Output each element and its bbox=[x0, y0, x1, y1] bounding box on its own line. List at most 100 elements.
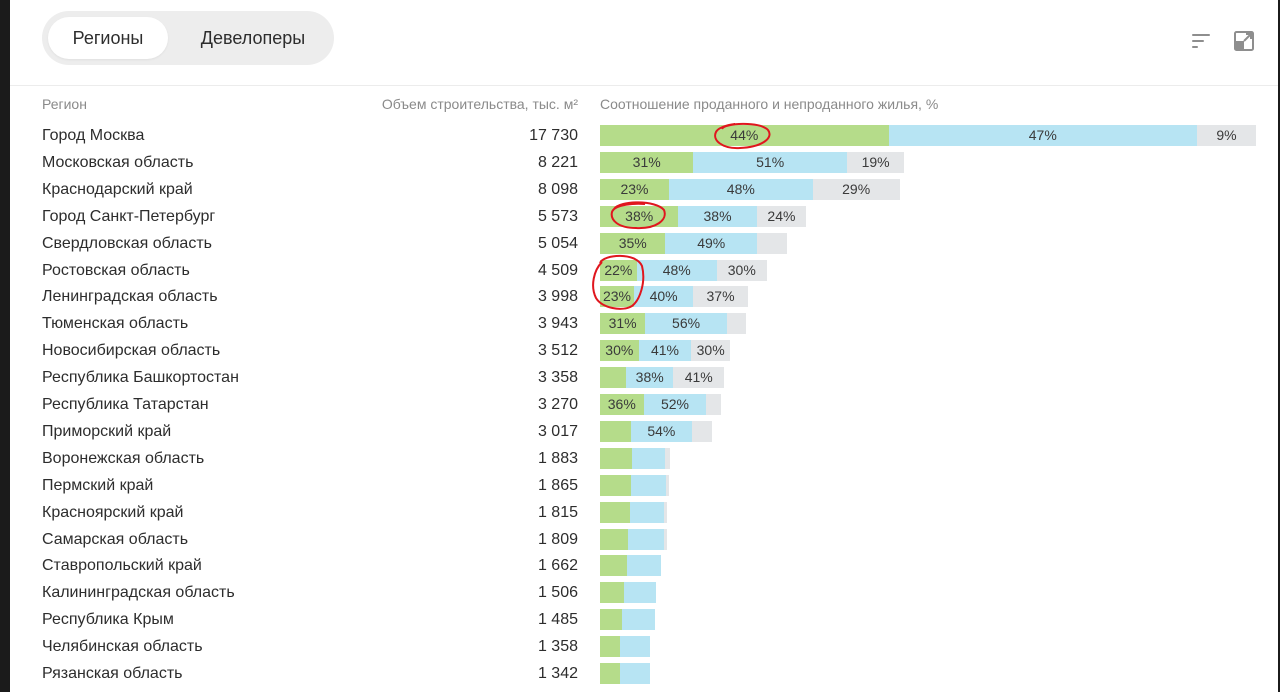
tab-regions[interactable]: Регионы bbox=[48, 17, 168, 59]
bar-segment-other: 24% bbox=[756, 205, 807, 227]
bar-segment-unsold: 56% bbox=[645, 313, 727, 335]
column-header-volume: Объем строительства, тыс. м² bbox=[381, 96, 578, 112]
bar-segment-unsold: 49% bbox=[665, 232, 758, 254]
region-name: Ростовская область bbox=[42, 261, 190, 279]
bar-segment-unsold: 38% bbox=[626, 367, 674, 389]
bar-segment-sold bbox=[600, 555, 628, 577]
bar-segment-unsold bbox=[621, 609, 655, 631]
table-row[interactable]: Челябинская область 1 358 bbox=[0, 633, 1278, 660]
region-volume: 1 883 bbox=[537, 449, 578, 467]
table-row[interactable]: Рязанская область 1 342 bbox=[0, 660, 1278, 687]
bar-segment-unsold bbox=[627, 555, 662, 577]
table-row[interactable]: Ленинградская область 3 998 23% 40% 37% bbox=[0, 283, 1278, 310]
table-row[interactable]: Республика Башкортостан 3 358 38% 41% bbox=[0, 364, 1278, 391]
table-row[interactable]: Краснодарский край 8 098 23% 48% 29% bbox=[0, 176, 1278, 203]
bar-segment-other bbox=[664, 501, 668, 523]
segmented-control: Регионы Девелоперы bbox=[42, 11, 334, 65]
bar-segment-sold: 30% bbox=[600, 340, 639, 362]
region-volume: 3 998 bbox=[537, 288, 578, 306]
bar-segment-sold bbox=[600, 367, 627, 389]
bar-segment-sold bbox=[600, 420, 632, 442]
table-row[interactable]: Московская область 8 221 31% 51% 19% bbox=[0, 149, 1278, 176]
region-name: Самарская область bbox=[42, 530, 189, 548]
region-volume: 4 509 bbox=[537, 261, 578, 279]
expand-icon[interactable] bbox=[1233, 30, 1255, 52]
ratio-bar: 38% 41% bbox=[600, 367, 725, 389]
region-name: Город Москва bbox=[42, 127, 145, 144]
region-name: Московская область bbox=[42, 153, 194, 171]
region-volume: 1 865 bbox=[537, 476, 578, 494]
region-name: Приморский край bbox=[42, 422, 172, 440]
bar-segment-sold: 23% bbox=[600, 178, 669, 200]
table-row[interactable]: Пермский край 1 865 bbox=[0, 472, 1278, 499]
bar-segment-sold: 23% bbox=[600, 286, 635, 308]
ratio-bar: 23% 48% 29% bbox=[600, 178, 900, 200]
table-row[interactable]: Воронежская область 1 883 bbox=[0, 445, 1278, 472]
table-row[interactable]: Свердловская область 5 054 35% 49% bbox=[0, 230, 1278, 257]
ratio-bar: 54% bbox=[600, 420, 712, 442]
table-row[interactable]: Калининградская область 1 506 bbox=[0, 579, 1278, 606]
bar-segment-other bbox=[666, 474, 669, 496]
bar-segment-sold bbox=[600, 447, 633, 469]
table-row[interactable]: Республика Татарстан 3 270 36% 52% bbox=[0, 391, 1278, 418]
region-name: Челябинская область bbox=[42, 638, 203, 656]
bar-segment-unsold: 51% bbox=[693, 151, 847, 173]
region-name: Воронежская область bbox=[42, 449, 205, 467]
table-row[interactable]: Красноярский край 1 815 bbox=[0, 499, 1278, 526]
ratio-bar bbox=[600, 609, 655, 631]
bar-segment-other: 19% bbox=[846, 151, 905, 173]
ratio-bar bbox=[600, 447, 670, 469]
region-name: Город Санкт-Петербург bbox=[42, 207, 216, 225]
ratio-bar: 22% 48% 30% bbox=[600, 259, 767, 281]
ratio-bar: 30% 41% 30% bbox=[600, 340, 730, 362]
bar-segment-other bbox=[665, 447, 670, 469]
tab-developers[interactable]: Девелоперы bbox=[200, 28, 306, 48]
region-name: Красноярский край bbox=[42, 503, 184, 521]
bar-segment-sold bbox=[600, 501, 631, 523]
region-volume: 1 358 bbox=[537, 638, 578, 656]
table-row[interactable]: Новосибирская область 3 512 30% 41% 30% bbox=[0, 337, 1278, 364]
region-name: Республика Татарстан bbox=[42, 396, 209, 413]
bar-segment-sold bbox=[600, 528, 629, 550]
bar-segment-unsold bbox=[630, 501, 665, 523]
region-name: Ленинградская область bbox=[42, 288, 218, 306]
region-volume: 3 358 bbox=[537, 369, 578, 387]
ratio-bar: 44% 47% 9% bbox=[600, 125, 1256, 146]
ratio-bar bbox=[600, 663, 650, 684]
bar-segment-unsold bbox=[628, 528, 665, 550]
window-edge-left bbox=[0, 0, 10, 692]
bar-segment-other: 37% bbox=[693, 286, 748, 308]
bar-segment-unsold bbox=[620, 663, 650, 684]
bar-segment-unsold bbox=[632, 447, 666, 469]
table-row[interactable]: Город Санкт-Петербург 5 573 38% 38% 24% bbox=[0, 203, 1278, 230]
table-row[interactable]: Ставропольский край 1 662 bbox=[0, 552, 1278, 579]
table-row[interactable]: Тюменская область 3 943 31% 56% bbox=[0, 310, 1278, 337]
table-row[interactable]: Самарская область 1 809 bbox=[0, 526, 1278, 553]
table-row[interactable]: Ростовская область 4 509 22% 48% 30% bbox=[0, 257, 1278, 284]
table-row[interactable]: Город Москва 17 730 44% 47% 9% bbox=[0, 122, 1278, 149]
table-row[interactable]: Приморский край 3 017 54% bbox=[0, 418, 1278, 445]
region-name: Ставропольский край bbox=[42, 557, 202, 575]
region-volume: 1 342 bbox=[537, 665, 578, 682]
region-volume: 17 730 bbox=[529, 127, 578, 144]
bar-segment-sold: 31% bbox=[600, 151, 694, 173]
sort-icon[interactable] bbox=[1190, 30, 1212, 52]
region-volume: 3 270 bbox=[537, 396, 578, 413]
table-row[interactable]: Республика Крым 1 485 bbox=[0, 606, 1278, 633]
bar-segment-unsold bbox=[631, 474, 667, 496]
region-volume: 8 221 bbox=[537, 153, 578, 171]
bar-segment-unsold: 48% bbox=[636, 259, 717, 281]
region-volume: 1 506 bbox=[537, 584, 578, 602]
ratio-bar: 36% 52% bbox=[600, 394, 721, 415]
window-edge-right bbox=[1278, 0, 1280, 692]
ratio-bar: 31% 56% bbox=[600, 313, 746, 335]
bar-segment-unsold: 41% bbox=[638, 340, 692, 362]
bar-segment-other: 41% bbox=[673, 367, 725, 389]
bar-segment-unsold: 40% bbox=[634, 286, 694, 308]
region-volume: 1 662 bbox=[537, 557, 578, 575]
ratio-bar: 35% 49% bbox=[600, 232, 787, 254]
ratio-bar bbox=[600, 636, 651, 658]
ratio-bar bbox=[600, 501, 668, 523]
ratio-bar bbox=[600, 474, 669, 496]
bar-segment-sold bbox=[600, 582, 624, 604]
